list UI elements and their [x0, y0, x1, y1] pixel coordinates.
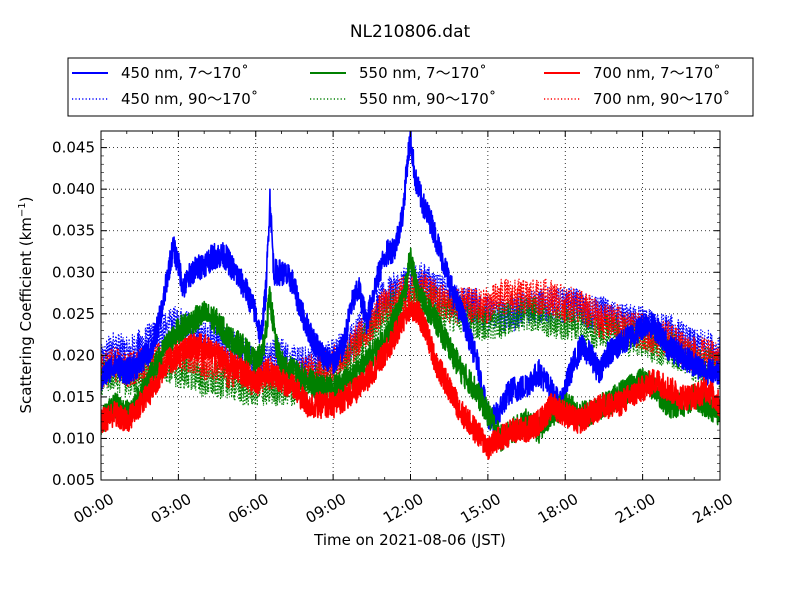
- chart-title: NL210806.dat: [350, 22, 471, 42]
- y-tick-label: 0.025: [52, 305, 95, 323]
- y-tick-label: 0.005: [52, 471, 95, 489]
- legend-box: [67, 57, 754, 117]
- legend-label-0: 450 nm, 7～170˚: [121, 64, 249, 82]
- legend-label-2: 550 nm, 7～170˚: [359, 64, 487, 82]
- y-tick-label: 0.040: [52, 180, 95, 198]
- x-axis-label: Time on 2021-08-06 (JST): [313, 531, 506, 549]
- series-line-4: [101, 295, 720, 460]
- legend: 450 nm, 7～170˚ 450 nm, 90～170˚ 550 nm, 7～1…: [67, 57, 754, 117]
- legend-label-3: 550 nm, 90～170˚: [359, 90, 496, 108]
- y-axis-label: Scattering Coefficient (km−1): [17, 196, 35, 413]
- y-axis-label-main: Scattering Coefficient (km: [17, 217, 35, 413]
- series-line-0: [101, 131, 720, 433]
- y-tick-label: 0.030: [52, 263, 95, 281]
- y-tick-label: 0.015: [52, 388, 95, 406]
- y-tick-label: 0.035: [52, 222, 95, 240]
- y-axis-label-superscript: −1: [17, 202, 28, 217]
- legend-label-5: 700 nm, 90～170˚: [593, 90, 730, 108]
- legend-label-4: 700 nm, 7～170˚: [593, 64, 721, 82]
- series-layer: [101, 131, 720, 460]
- y-axis-label-end: ): [17, 196, 35, 202]
- y-tick-label: 0.020: [52, 346, 95, 364]
- y-tick-label: 0.010: [52, 429, 95, 447]
- legend-label-1: 450 nm, 90～170˚: [121, 90, 258, 108]
- y-tick-label: 0.045: [52, 139, 95, 157]
